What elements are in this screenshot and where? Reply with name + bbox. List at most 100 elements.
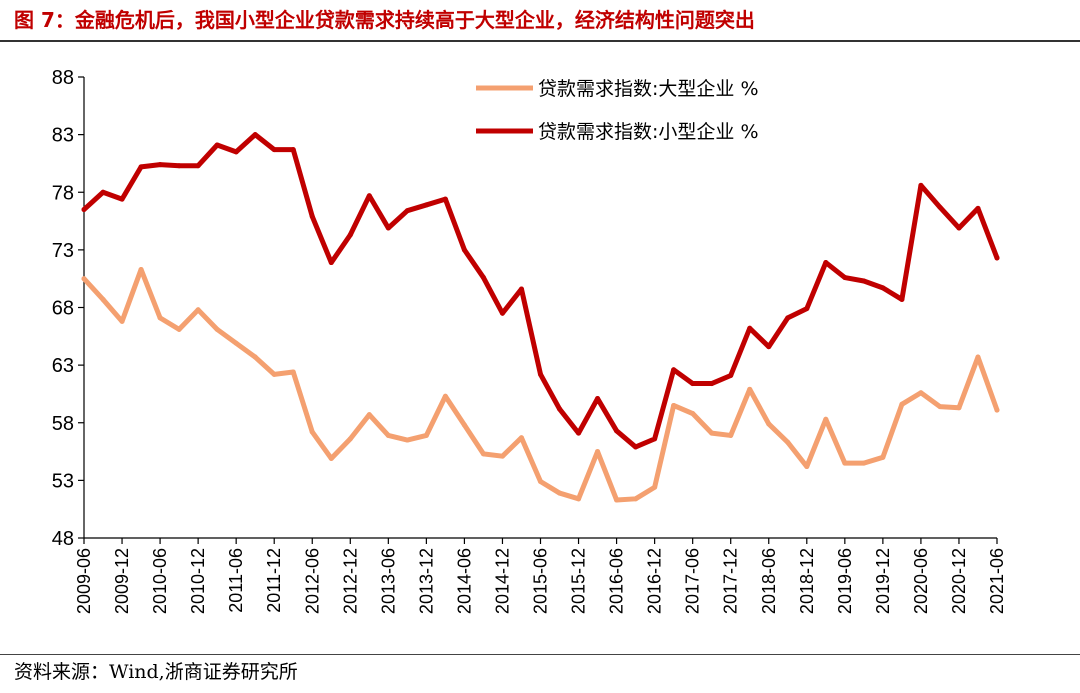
series-lines (81, 132, 1000, 503)
data-point (861, 278, 867, 284)
data-point (119, 196, 125, 202)
data-point (690, 381, 696, 387)
data-point (328, 455, 334, 461)
data-point (690, 411, 696, 417)
data-point (81, 207, 87, 213)
x-tick-label: 2017-06 (683, 548, 703, 614)
data-point (975, 205, 981, 211)
series-line-large-enterprise (81, 266, 1000, 503)
figure-title: 图 7：金融危机后，我国小型企业贷款需求持续高于大型企业，经济结构性问题突出 (14, 8, 755, 32)
data-point (804, 306, 810, 312)
x-tick-label: 2019-06 (835, 548, 855, 614)
data-point (461, 247, 467, 253)
series-line-small-enterprise (81, 132, 1000, 450)
data-point (880, 285, 886, 291)
data-point (328, 260, 334, 266)
x-tick-label: 2020-12 (949, 548, 969, 614)
data-point (157, 162, 163, 168)
data-point (880, 454, 886, 460)
x-tick-label: 2015-06 (531, 548, 551, 614)
data-point (138, 164, 144, 170)
data-point (766, 344, 772, 350)
x-tick-label: 2019-12 (873, 548, 893, 614)
legend-label: 贷款需求指数:大型企业 % (538, 78, 759, 100)
data-point (842, 275, 848, 281)
data-point (614, 497, 620, 503)
data-point (975, 354, 981, 360)
data-point (785, 315, 791, 321)
x-tick-label: 2011-12 (264, 548, 284, 613)
y-tick-label: 78 (52, 182, 74, 204)
x-tick-label: 2021-06 (987, 548, 1007, 614)
data-point (385, 432, 391, 438)
y-tick-label: 88 (52, 67, 74, 89)
data-point (119, 318, 125, 324)
data-point (347, 436, 353, 442)
data-point (309, 429, 315, 435)
x-tick-label: 2011-06 (226, 548, 246, 613)
x-tick-label: 2018-12 (797, 548, 817, 614)
x-tick-label: 2010-12 (188, 548, 208, 614)
y-tick-label: 58 (52, 413, 74, 435)
y-tick-label: 53 (52, 470, 74, 492)
data-point (937, 204, 943, 210)
x-tick-label: 2020-06 (911, 548, 931, 614)
data-point (918, 182, 924, 188)
data-point (709, 430, 715, 436)
data-point (557, 490, 563, 496)
x-tick-label: 2016-12 (645, 548, 665, 614)
x-tick-label: 2016-06 (607, 548, 627, 614)
footer-divider (0, 654, 1080, 655)
data-point (994, 407, 1000, 413)
data-point (918, 390, 924, 396)
data-point (157, 315, 163, 321)
data-point (538, 479, 543, 485)
data-point (81, 276, 87, 282)
legend-label: 贷款需求指数:小型企业 % (538, 121, 759, 143)
data-point (633, 444, 639, 450)
x-tick-label: 2015-12 (569, 548, 589, 614)
data-point (899, 296, 905, 302)
data-point (728, 372, 734, 378)
data-point (290, 369, 296, 375)
data-point (557, 406, 563, 412)
data-point (842, 460, 848, 466)
data-point (138, 266, 144, 272)
data-point (233, 149, 239, 155)
data-point (747, 325, 753, 331)
x-tick-label: 2010-06 (150, 548, 170, 614)
data-point (518, 435, 524, 441)
data-point (633, 496, 639, 502)
data-point (823, 260, 829, 266)
x-tick-label: 2012-12 (340, 548, 360, 614)
data-point (442, 196, 448, 202)
data-point (404, 437, 410, 443)
data-point (195, 163, 201, 169)
y-tick-label: 83 (52, 125, 74, 147)
x-tick-label: 2013-06 (378, 548, 398, 614)
line-chart: 48 53 58 63 68 73 78 83 88 2009-06 2009-12 2010-06… (52, 67, 1007, 614)
data-point (994, 255, 1000, 261)
data-point (442, 393, 448, 399)
data-point (423, 202, 429, 208)
data-point (728, 432, 734, 438)
data-point (271, 371, 277, 377)
data-point (652, 436, 658, 442)
data-point (366, 193, 372, 199)
data-point (214, 326, 220, 332)
y-tick-label: 48 (52, 528, 74, 550)
x-tick-label: 2017-12 (721, 548, 741, 614)
data-point (671, 367, 677, 373)
data-point (233, 340, 239, 346)
data-point (366, 412, 372, 418)
data-point (614, 428, 620, 434)
data-point (176, 326, 182, 332)
data-point (480, 275, 486, 281)
data-point (785, 439, 791, 445)
data-point (956, 405, 962, 411)
data-point (595, 396, 601, 402)
x-tick-label: 2012-06 (302, 548, 322, 614)
x-tick-label: 2014-06 (454, 548, 474, 614)
data-point (271, 147, 277, 153)
source-note: 资料来源：Wind,浙商证券研究所 (14, 661, 298, 683)
